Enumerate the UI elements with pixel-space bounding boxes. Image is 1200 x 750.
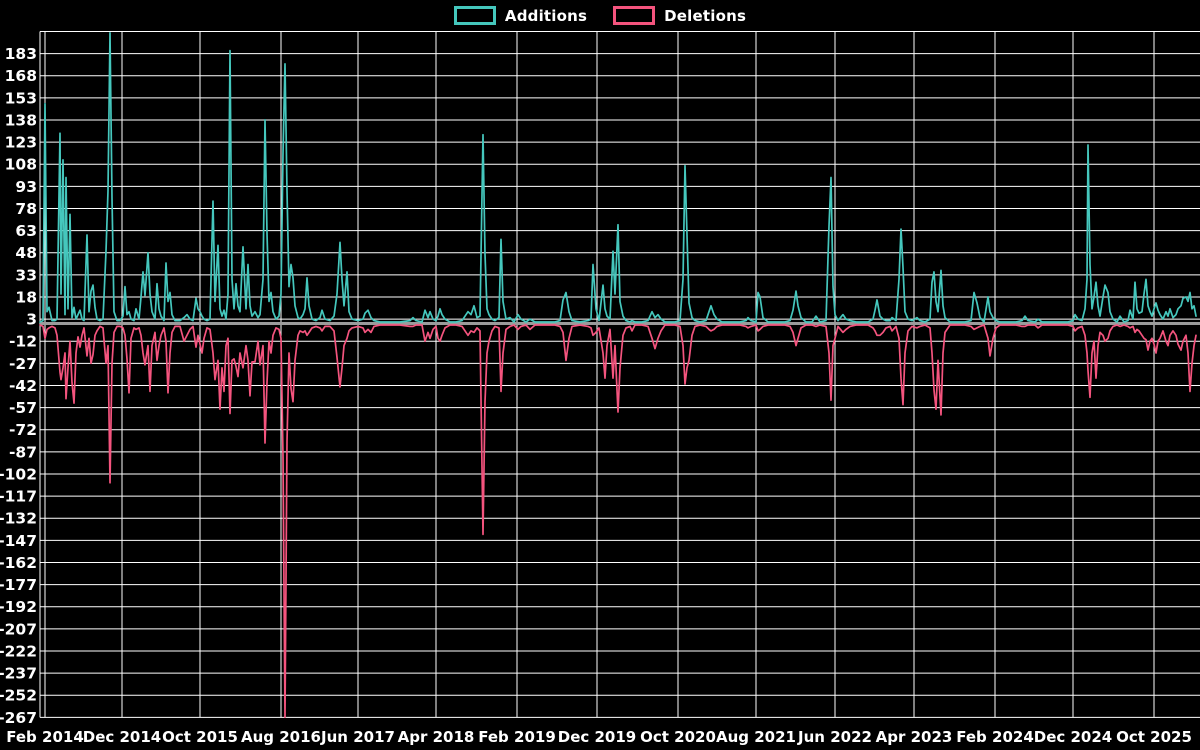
y-tick-label: -207 — [0, 620, 37, 638]
y-tick-label: 48 — [15, 244, 37, 262]
x-tick-label: Dec 2024 — [1034, 728, 1113, 746]
y-tick-label: -72 — [9, 421, 37, 439]
y-tick-label: -57 — [9, 399, 37, 417]
legend-item-deletions[interactable]: Deletions — [613, 6, 746, 25]
y-tick-label: 183 — [5, 45, 37, 63]
y-tick-label: -42 — [9, 377, 37, 395]
y-tick-label: 63 — [15, 222, 37, 240]
x-tick-label: Dec 2014 — [83, 728, 162, 746]
y-tick-label: 33 — [15, 266, 37, 284]
y-tick-label: -132 — [0, 510, 37, 528]
x-tick-label: Aug 2021 — [716, 728, 796, 746]
y-tick-label: 138 — [5, 111, 37, 129]
additions-series-line — [39, 32, 1197, 323]
y-tick-label: -252 — [0, 687, 37, 705]
y-tick-label: 168 — [5, 67, 37, 85]
x-tick-label: Feb 2014 — [6, 728, 84, 746]
y-tick-label: 153 — [5, 89, 37, 107]
legend-item-additions[interactable]: Additions — [453, 6, 588, 25]
x-tick-label: Jun 2022 — [797, 728, 872, 746]
chart-legend: Additions Deletions — [0, 6, 1200, 25]
y-tick-label: -267 — [0, 709, 37, 727]
x-tick-label: Oct 2025 — [1116, 728, 1192, 746]
y-tick-label: -222 — [0, 642, 37, 660]
y-tick-label: 93 — [15, 178, 37, 196]
y-tick-label: -147 — [0, 532, 37, 550]
deletions-swatch-icon — [613, 6, 656, 25]
deletions-series-line — [39, 324, 1197, 719]
y-tick-label: -12 — [9, 333, 37, 351]
x-tick-label: Apr 2023 — [876, 728, 953, 746]
y-tick-label: -102 — [0, 465, 37, 483]
x-tick-label: Jun 2017 — [320, 728, 395, 746]
y-tick-label: -177 — [0, 576, 37, 594]
x-tick-label: Feb 2019 — [478, 728, 556, 746]
y-tick-label: -192 — [0, 598, 37, 616]
y-tick-label: -117 — [0, 488, 37, 506]
y-tick-label: 123 — [5, 134, 37, 152]
y-tick-label: -87 — [9, 443, 37, 461]
y-tick-label: 78 — [15, 200, 37, 218]
x-tick-label: Oct 2015 — [162, 728, 238, 746]
y-tick-label: -162 — [0, 554, 37, 572]
x-tick-label: Aug 2016 — [241, 728, 321, 746]
x-tick-label: Oct 2020 — [640, 728, 716, 746]
legend-label-deletions: Deletions — [664, 6, 747, 25]
y-tick-label: -27 — [9, 355, 37, 373]
x-tick-label: Feb 2024 — [956, 728, 1034, 746]
y-tick-label: 18 — [15, 288, 37, 306]
x-tick-label: Apr 2018 — [398, 728, 475, 746]
y-tick-label: 108 — [5, 156, 37, 174]
y-tick-label: 3 — [26, 311, 37, 329]
y-tick-label: -237 — [0, 665, 37, 683]
additions-swatch-icon — [453, 6, 496, 25]
x-tick-label: Dec 2019 — [558, 728, 637, 746]
legend-label-additions: Additions — [504, 6, 588, 25]
